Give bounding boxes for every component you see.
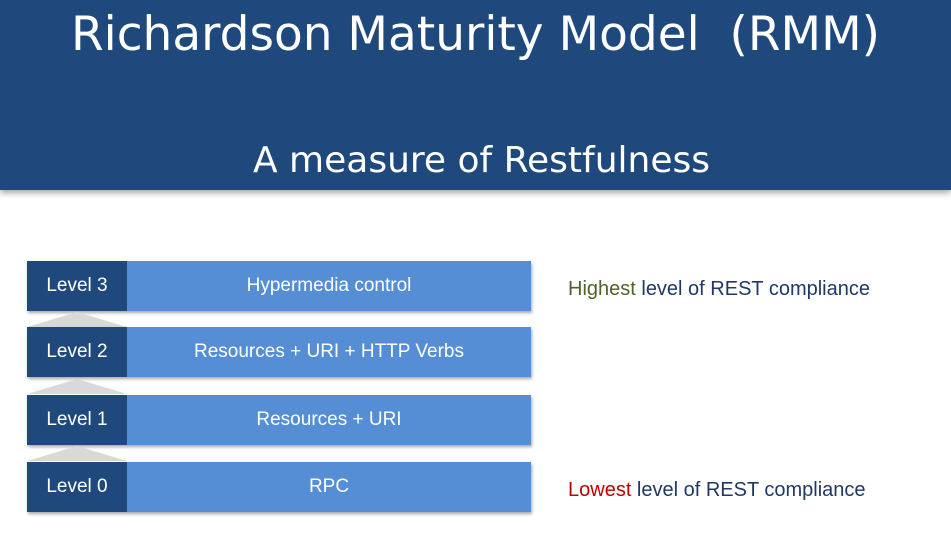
level-3-tag: Level 3 [27,261,127,311]
level-2-row: Level 2 Resources + URI + HTTP Verbs [27,327,531,377]
level-2-tag: Level 2 [27,327,127,377]
level-3-row: Level 3 Hypermedia control [27,261,531,311]
step-up-arrow-2-to-3 [27,312,127,327]
level-0-tag: Level 0 [27,462,127,512]
step-up-arrow-0-to-1 [27,446,127,461]
level-0-row: Level 0 RPC [27,462,531,512]
slide-title: Richardson Maturity Model (RMM) [70,7,880,62]
level-1-row: Level 1 Resources + URI [27,395,531,445]
highest-compliance-note: Highest level of REST compliance [568,276,938,302]
level-3-description: Hypermedia control [127,261,531,311]
level-1-tag: Level 1 [27,395,127,445]
level-2-description: Resources + URI + HTTP Verbs [127,327,531,377]
highest-note-text: level of REST compliance [635,278,870,300]
title-banner: Richardson Maturity Model (RMM) A measur… [0,0,951,190]
lowest-note-text: level of REST compliance [631,479,866,501]
highest-keyword: Highest [568,278,636,300]
lowest-compliance-note: Lowest level of REST compliance [568,477,938,503]
step-up-arrow-1-to-2 [27,379,127,394]
level-1-description: Resources + URI [127,395,531,445]
lowest-keyword: Lowest [568,479,632,501]
slide-subtitle: A measure of Restfulness [252,140,711,181]
level-0-description: RPC [127,462,531,512]
